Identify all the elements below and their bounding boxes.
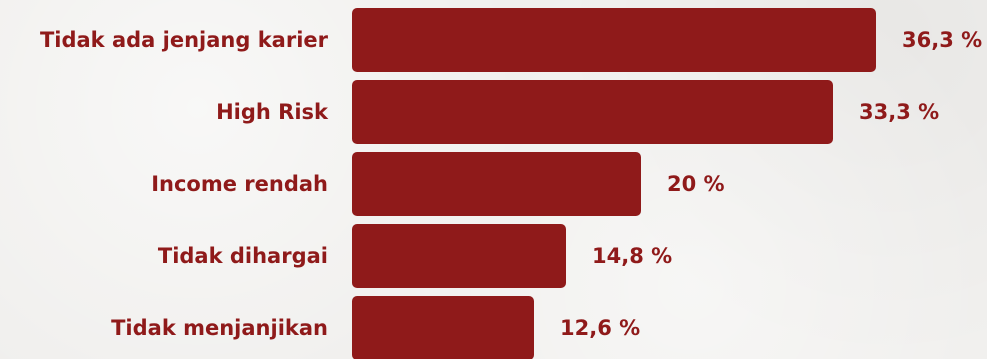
value-label-1: 33,3 % (859, 100, 939, 124)
category-label-0: Tidak ada jenjang karier (40, 28, 329, 52)
value-label-3: 14,8 % (592, 244, 672, 268)
value-label-2: 20 % (667, 172, 725, 196)
category-label-3: Tidak dihargai (158, 244, 328, 268)
category-label-1: High Risk (216, 100, 329, 124)
value-label-4: 12,6 % (560, 316, 640, 340)
category-label-2: Income rendah (151, 172, 328, 196)
bars-group (352, 8, 876, 359)
bar-1 (352, 80, 833, 144)
category-label-4: Tidak menjanjikan (111, 316, 328, 340)
bar-0 (352, 8, 876, 72)
value-label-0: 36,3 % (902, 28, 982, 52)
bar-4 (352, 296, 534, 359)
value-labels-group: 36,3 % 33,3 % 20 % 14,8 % 12,6 % (560, 28, 982, 340)
bar-2 (352, 152, 641, 216)
bar-3 (352, 224, 566, 288)
category-labels-group: Tidak ada jenjang karier High Risk Income … (40, 28, 329, 340)
